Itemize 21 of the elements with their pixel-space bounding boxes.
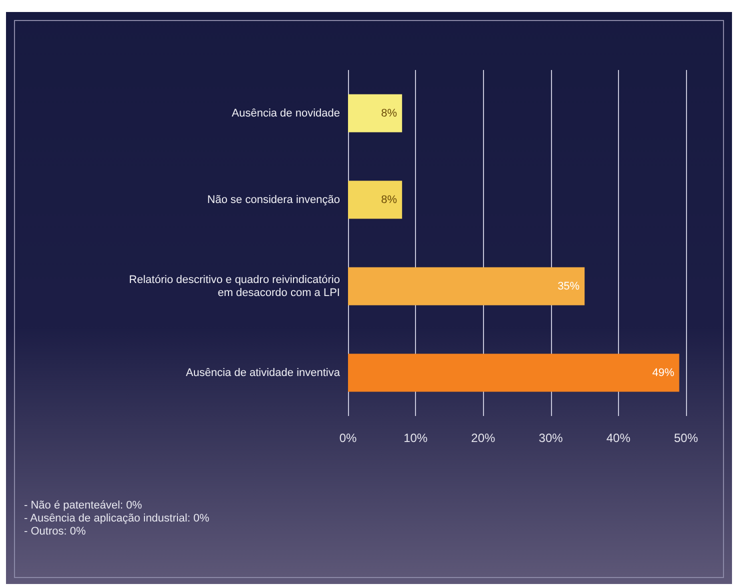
data-label: 49%: [652, 366, 674, 379]
y-tick-label: Ausência de atividade inventiva: [186, 366, 341, 379]
x-tick-label: 30%: [538, 431, 564, 445]
x-tick-label: 10%: [404, 431, 428, 445]
text: - Outros: 0%: [24, 526, 86, 538]
bar: [348, 267, 585, 306]
text: - Ausência de aplicação industrial: 0%: [24, 512, 210, 524]
data-label: 35%: [558, 280, 580, 292]
y-tick-label: Ausência de novidade: [232, 107, 340, 120]
x-tick-label: 40%: [606, 431, 631, 445]
y-tick-label: Relatório descritivo e quadro reivindicatório em desacordo com a LPI: [129, 274, 340, 299]
x-tick-label: 20%: [471, 431, 496, 445]
bar: [348, 94, 402, 132]
data-label: 8%: [381, 194, 398, 206]
data-label: 8%: [381, 107, 398, 120]
bar: [348, 354, 680, 392]
y-tick-label: Não se considera invenção: [207, 194, 340, 206]
x-tick-label: 50%: [674, 431, 698, 445]
bar: [348, 180, 402, 219]
x-tick-label: 0%: [339, 431, 357, 445]
text: - Não é patenteável: 0%: [24, 500, 142, 512]
